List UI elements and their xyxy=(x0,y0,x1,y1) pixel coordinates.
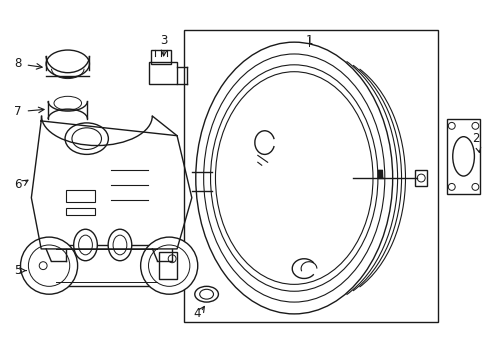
Bar xyxy=(151,50,171,64)
Bar xyxy=(66,208,96,215)
Text: 1: 1 xyxy=(305,34,313,47)
Circle shape xyxy=(141,237,198,294)
Bar xyxy=(159,252,177,279)
Text: 7: 7 xyxy=(14,105,21,118)
Ellipse shape xyxy=(46,50,90,78)
Ellipse shape xyxy=(74,229,98,261)
Text: 5: 5 xyxy=(14,264,21,277)
Text: 6: 6 xyxy=(14,179,21,192)
Text: 2: 2 xyxy=(473,132,481,152)
Bar xyxy=(49,245,167,286)
Bar xyxy=(184,30,438,322)
Ellipse shape xyxy=(195,286,219,302)
Bar xyxy=(149,62,177,84)
Ellipse shape xyxy=(196,42,392,314)
Bar xyxy=(447,119,480,194)
Text: 4: 4 xyxy=(193,307,200,320)
Bar xyxy=(416,170,427,186)
Text: 8: 8 xyxy=(14,57,21,70)
Circle shape xyxy=(21,237,77,294)
Text: 3: 3 xyxy=(161,34,168,47)
Bar xyxy=(66,190,96,202)
Ellipse shape xyxy=(108,229,132,261)
